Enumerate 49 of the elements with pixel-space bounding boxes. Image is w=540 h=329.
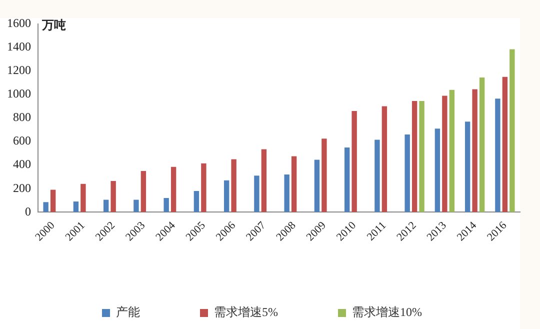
bar [140, 170, 146, 212]
y-tick-label: 200 [13, 180, 31, 195]
bar [479, 77, 485, 212]
bar [404, 134, 410, 212]
y-tick-label: 1600 [7, 16, 31, 30]
bar [291, 156, 297, 212]
bar [382, 106, 388, 212]
y-tick-label: 400 [13, 157, 31, 172]
y-axis-title: 万吨 [41, 18, 66, 32]
bar [201, 163, 206, 212]
y-tick-label: 800 [13, 110, 31, 124]
bar [170, 166, 176, 212]
bar [495, 98, 500, 212]
bar [224, 180, 230, 212]
bar [374, 140, 380, 212]
bar [134, 200, 139, 212]
bar [103, 200, 109, 212]
bar [464, 122, 470, 212]
bar [110, 180, 116, 212]
y-tick-label: 0 [25, 204, 31, 218]
bar [352, 111, 357, 212]
legend-label: 需求增速10% [352, 305, 422, 320]
bar [43, 202, 48, 212]
bar [434, 128, 440, 212]
bar [73, 202, 79, 212]
bar [50, 190, 56, 212]
legend-label: 需求增速5% [214, 305, 278, 320]
bar [314, 160, 320, 212]
bar [322, 138, 327, 212]
bar [510, 49, 515, 212]
y-tick-label: 1400 [7, 40, 31, 54]
bar [254, 176, 260, 212]
bar [231, 159, 236, 212]
bar [502, 76, 508, 212]
bar [80, 184, 86, 212]
bar [194, 190, 200, 212]
y-tick-label: 1000 [7, 86, 31, 101]
bar [442, 96, 448, 212]
bar [412, 101, 418, 212]
bar [261, 149, 267, 212]
bar [472, 89, 478, 212]
bar [419, 101, 424, 212]
bar [344, 147, 350, 212]
bar [284, 174, 290, 212]
y-tick-label: 1200 [7, 63, 31, 78]
y-tick-label: 600 [13, 134, 31, 148]
legend-label: 产能 [116, 305, 140, 320]
bar [164, 198, 169, 212]
bar [449, 90, 455, 212]
